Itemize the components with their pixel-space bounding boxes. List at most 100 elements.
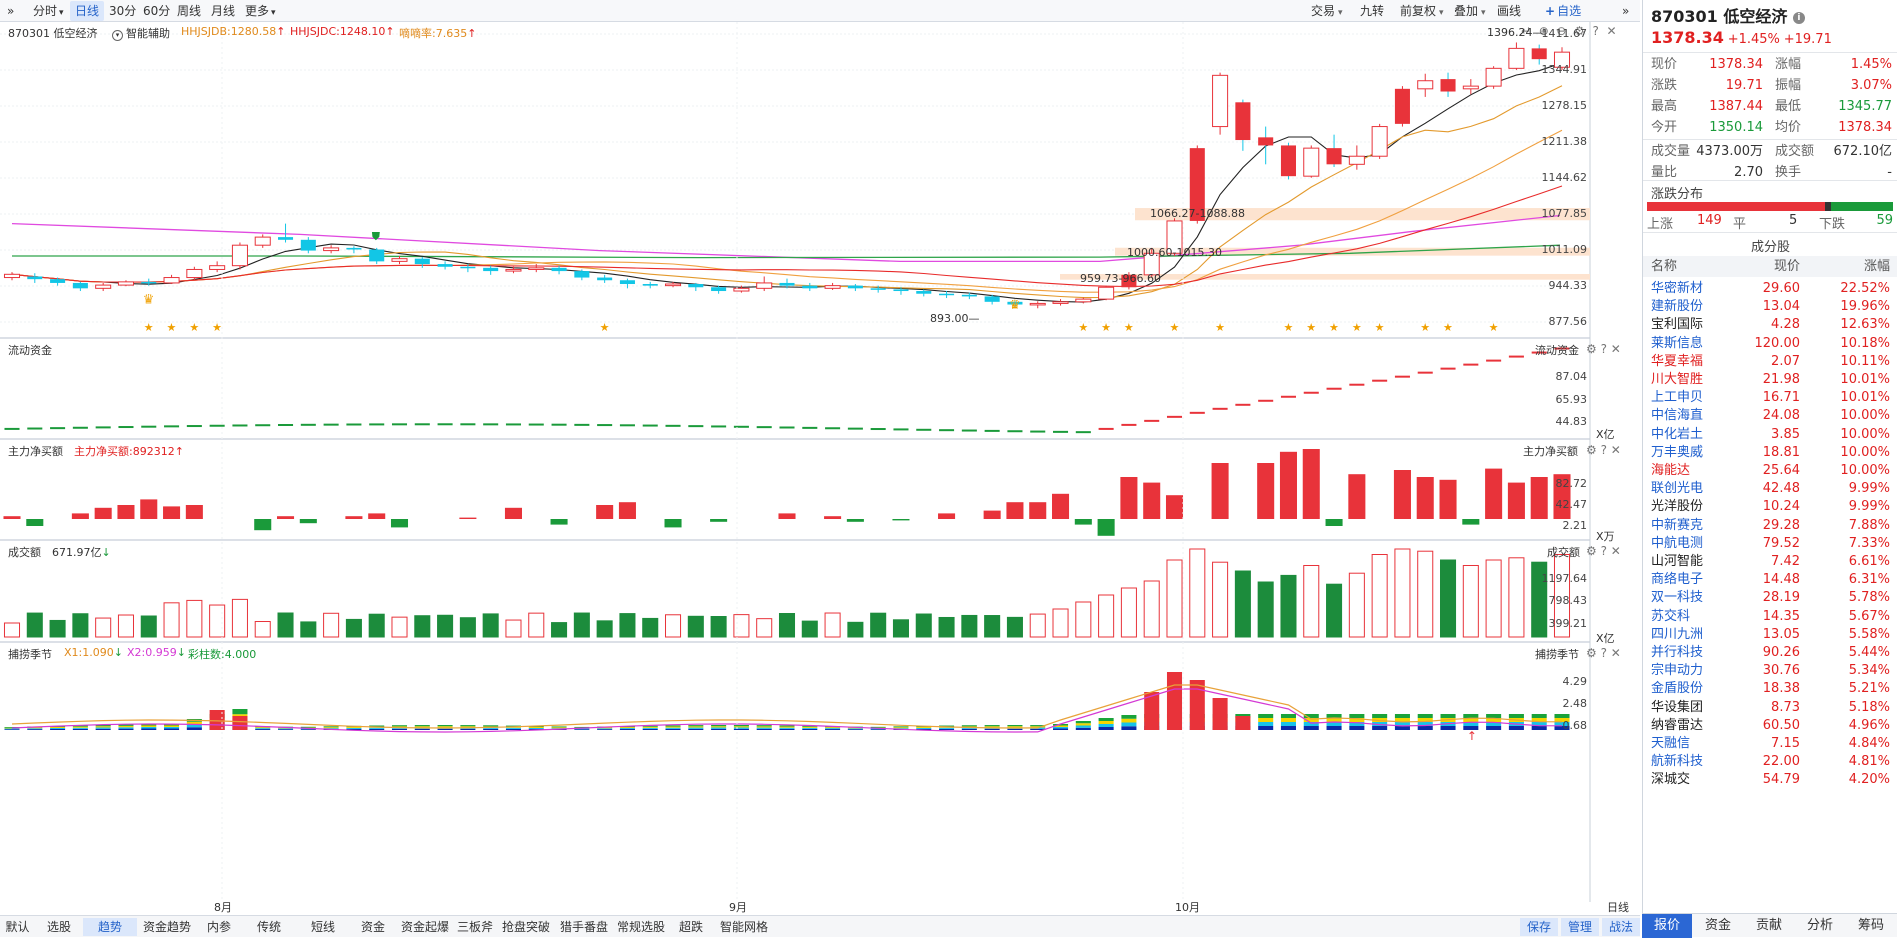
component-row[interactable]: 建新股份 13.04 19.96% <box>1643 298 1897 316</box>
settings-icon[interactable]: ⚙ <box>1586 342 1601 356</box>
volume-bar <box>1143 580 1160 638</box>
strategy-tab-8[interactable]: 资金起爆 <box>397 918 453 936</box>
help-icon[interactable]: ? <box>1600 443 1611 457</box>
component-row[interactable]: 万丰奥威 18.81 10.00% <box>1643 444 1897 462</box>
settings-icon[interactable]: ⚙ <box>1574 24 1585 38</box>
zoom-in-icon[interactable]: ⊕ <box>1538 24 1549 38</box>
component-row[interactable]: 航新科技 22.00 4.81% <box>1643 753 1897 771</box>
component-row[interactable]: 中信海直 24.08 10.00% <box>1643 407 1897 425</box>
quote-tab-4[interactable]: 筹码 <box>1846 914 1896 938</box>
component-row[interactable]: 宗申动力 30.76 5.34% <box>1643 662 1897 680</box>
quote-tab-0[interactable]: 报价 <box>1642 914 1692 938</box>
settings-icon[interactable]: ⚙ <box>1586 544 1601 558</box>
period-button-6[interactable]: 更多 ▾ <box>240 1 281 21</box>
component-row[interactable]: 光洋股份 10.24 9.99% <box>1643 498 1897 516</box>
zoom-out-icon[interactable]: ⊖ <box>1556 24 1567 38</box>
component-row[interactable]: 天融信 7.15 4.84% <box>1643 735 1897 753</box>
period-button-4[interactable]: 周线 <box>172 1 206 21</box>
strategy-tab-11[interactable]: 猎手番盘 <box>555 918 613 936</box>
season-bar <box>1463 726 1479 730</box>
strategy-action-0[interactable]: 保存 <box>1520 918 1558 936</box>
component-row[interactable]: 商络电子 14.48 6.31% <box>1643 571 1897 589</box>
component-row[interactable]: 华夏幸福 2.07 10.11% <box>1643 353 1897 371</box>
subpanel-controls[interactable]: ⚙ ? ✕ <box>1586 544 1621 558</box>
strategy-action-1[interactable]: 管理 <box>1561 918 1599 936</box>
period-button-2[interactable]: 30分 <box>104 1 141 21</box>
strategy-action-2[interactable]: 战法 <box>1602 918 1640 936</box>
subpanel-controls[interactable]: ⚙ ? ✕ <box>1586 646 1621 660</box>
component-row[interactable]: 川大智胜 21.98 10.01% <box>1643 371 1897 389</box>
season-bar <box>1258 718 1274 722</box>
header-price[interactable]: 现价 <box>1773 259 1800 274</box>
strategy-tab-3[interactable]: 资金趋势 <box>137 918 197 936</box>
strategy-tab-1[interactable]: 选股 <box>35 918 83 936</box>
help-icon[interactable]: ? <box>1600 342 1611 356</box>
close-icon[interactable]: ✕ <box>1610 342 1621 356</box>
back-icon[interactable]: ↵ <box>1521 24 1532 38</box>
strategy-tab-7[interactable]: 资金 <box>349 918 397 936</box>
component-row[interactable]: 中航电测 79.52 7.33% <box>1643 535 1897 553</box>
component-row[interactable]: 海能达 25.64 10.00% <box>1643 462 1897 480</box>
period-button-1[interactable]: 日线 <box>70 1 105 21</box>
strategy-tab-13[interactable]: 超跌 <box>669 918 713 936</box>
tool-button-2[interactable]: 前复权 ▾ <box>1400 1 1444 21</box>
quote-tab-1[interactable]: 资金 <box>1693 914 1743 938</box>
component-row[interactable]: 金盾股份 18.38 5.21% <box>1643 680 1897 698</box>
component-row[interactable]: 纳睿雷达 60.50 4.96% <box>1643 717 1897 735</box>
help-icon[interactable]: ? <box>1592 24 1599 38</box>
strategy-tab-9[interactable]: 三板斧 <box>453 918 497 936</box>
close-icon[interactable]: ✕ <box>1610 544 1621 558</box>
expand-right-icon[interactable]: » <box>1622 4 1630 18</box>
component-row[interactable]: 苏交科 14.35 5.67% <box>1643 608 1897 626</box>
component-row[interactable]: 四川九洲 13.05 5.58% <box>1643 626 1897 644</box>
header-name[interactable]: 名称 <box>1651 259 1678 274</box>
collapse-icon[interactable]: » <box>7 4 15 18</box>
strategy-tab-14[interactable]: 智能网格 <box>713 918 775 936</box>
component-row[interactable]: 华密新材 29.60 22.52% <box>1643 280 1897 298</box>
period-button-3[interactable]: 60分 <box>138 1 175 21</box>
tool-button-5[interactable]: + 自选 <box>1545 1 1581 21</box>
help-icon[interactable]: ? <box>1600 646 1611 660</box>
component-row[interactable]: 华设集团 8.73 5.18% <box>1643 699 1897 717</box>
main-panel-controls[interactable]: ↵ ⊕ ⊖ ⚙ ? ✕ <box>1521 24 1617 38</box>
assist-toggle[interactable]: ▾ 智能辅助 <box>112 25 170 41</box>
strategy-tab-5[interactable]: 传统 <box>241 918 297 936</box>
component-row[interactable]: 上工申贝 16.71 10.01% <box>1643 389 1897 407</box>
settings-icon[interactable]: ⚙ <box>1586 646 1601 660</box>
component-row[interactable]: 联创光电 42.48 9.99% <box>1643 480 1897 498</box>
component-row[interactable]: 中新赛克 29.28 7.88% <box>1643 517 1897 535</box>
close-icon[interactable]: ✕ <box>1610 443 1621 457</box>
subpanel-controls[interactable]: ⚙ ? ✕ <box>1586 342 1621 356</box>
strategy-tab-4[interactable]: 内参 <box>197 918 241 936</box>
season-bar <box>1372 722 1388 726</box>
kline-chart-svg[interactable]: ★ ★ ★ ★ ★ ★ ★ ★ ★ ★ ★ ★ ★ ★ ★ ★ ★ ★ ♛ ♛ ⛊ ↑ <box>0 22 1645 915</box>
component-row[interactable]: 双一科技 28.19 5.78% <box>1643 589 1897 607</box>
close-icon[interactable]: ✕ <box>1606 24 1617 38</box>
help-icon[interactable]: ? <box>1600 544 1611 558</box>
subpanel-controls[interactable]: ⚙ ? ✕ <box>1586 443 1621 457</box>
tool-button-3[interactable]: 叠加 ▾ <box>1454 1 1486 21</box>
period-button-0[interactable]: 分时 ▾ <box>28 1 69 21</box>
quote-tab-2[interactable]: 贡献 <box>1744 914 1794 938</box>
tool-button-4[interactable]: 画线 <box>1497 1 1521 21</box>
component-row[interactable]: 并行科技 90.26 5.44% <box>1643 644 1897 662</box>
tool-button-1[interactable]: 九转 <box>1360 1 1384 21</box>
header-change[interactable]: 涨幅 <box>1863 259 1890 274</box>
component-row[interactable]: 莱斯信息 120.00 10.18% <box>1643 335 1897 353</box>
strategy-tab-12[interactable]: 常规选股 <box>613 918 669 936</box>
component-row[interactable]: 山河智能 7.42 6.61% <box>1643 553 1897 571</box>
component-row[interactable]: 中化岩土 3.85 10.00% <box>1643 426 1897 444</box>
component-row[interactable]: 深城交 54.79 4.20% <box>1643 771 1897 789</box>
component-row[interactable]: 宝利国际 4.28 12.63% <box>1643 316 1897 334</box>
tool-button-0[interactable]: 交易 ▾ <box>1311 1 1343 21</box>
strategy-tab-10[interactable]: 抢盘突破 <box>497 918 555 936</box>
quote-tab-3[interactable]: 分析 <box>1795 914 1845 938</box>
info-icon[interactable]: i <box>1792 11 1805 24</box>
period-button-5[interactable]: 月线 <box>206 1 240 21</box>
strategy-tab-2[interactable]: 趋势 <box>83 918 137 936</box>
season-bar <box>1554 714 1570 718</box>
strategy-tab-6[interactable]: 短线 <box>297 918 349 936</box>
close-icon[interactable]: ✕ <box>1610 646 1621 660</box>
strategy-tab-0[interactable]: 默认 <box>0 918 35 936</box>
settings-icon[interactable]: ⚙ <box>1586 443 1601 457</box>
